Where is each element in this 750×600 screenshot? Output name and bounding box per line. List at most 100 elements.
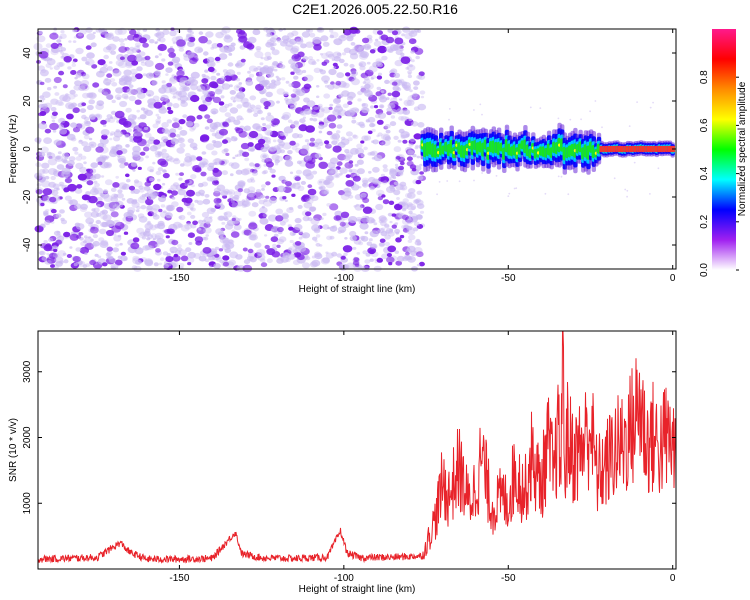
spectrogram-cell	[359, 65, 366, 71]
spectrogram-cell	[111, 146, 118, 151]
spectrogram-cell	[336, 52, 342, 56]
spectrogram-cell	[133, 179, 140, 184]
spectrogram-cell	[36, 35, 46, 43]
spectrogram-cell	[96, 196, 103, 202]
y-tick-label: 0	[22, 146, 33, 152]
signal-cell	[641, 145, 646, 153]
spectrogram-cell	[116, 192, 124, 199]
snr-x-axis-label: Height of straight line (km)	[299, 584, 416, 595]
spectrogram-cell	[161, 148, 167, 153]
spectrogram-cell	[75, 156, 83, 161]
spectrogram-cell	[75, 72, 82, 78]
spectrogram-cell	[413, 221, 420, 227]
spectrogram-cell	[177, 244, 182, 248]
spectrogram-cell	[222, 122, 230, 128]
spectrogram-cell	[79, 206, 88, 213]
spectrogram-cell	[74, 203, 82, 210]
spectrogram-cell	[329, 29, 334, 33]
spectrogram-cell	[380, 173, 385, 177]
spectrogram-cell	[154, 232, 164, 240]
spectrogram-cell	[265, 85, 271, 90]
spectrogram-cell	[189, 127, 196, 132]
spectrogram-cell	[309, 194, 315, 199]
spectrogram-cell	[384, 224, 390, 229]
spectrogram-cell	[301, 232, 311, 239]
spectrogram-cell	[348, 169, 353, 173]
spectrogram-cell	[626, 195, 628, 198]
spectrogram-cell	[157, 158, 167, 166]
spectrogram-cell	[136, 66, 143, 72]
spectrogram-cell	[133, 33, 140, 38]
spectrogram-cell	[266, 71, 275, 78]
spectrogram-cell	[77, 32, 83, 37]
spectrogram-cell	[50, 49, 59, 56]
spectrogram-cell	[296, 160, 302, 165]
spectrogram-cell	[359, 222, 369, 230]
spectrogram-cell	[407, 74, 413, 79]
spectrogram-cell	[50, 98, 59, 105]
spectrogram-cell	[111, 99, 116, 104]
spectrogram-cell	[376, 75, 383, 80]
spectrogram-cell	[187, 262, 192, 266]
spectrogram-cell	[50, 264, 55, 268]
spectrogram-cell	[51, 111, 58, 117]
spectrogram-cell	[76, 184, 83, 189]
spectrogram-cell	[405, 66, 410, 70]
spectrogram-cell	[157, 38, 161, 42]
spectrogram-cell	[265, 195, 270, 199]
spectrogram-cell	[126, 178, 131, 183]
spectrogram-cell	[405, 192, 412, 199]
spectrogram-cell	[202, 90, 209, 95]
spectrogram-cell	[259, 79, 269, 87]
spectrogram-cell	[179, 95, 189, 102]
spectrogram-cell	[62, 159, 68, 164]
spectrogram-cell	[203, 236, 209, 241]
spectrogram-cell	[221, 83, 231, 90]
spectrogram-cell	[216, 43, 223, 48]
spectrogram-cell	[179, 129, 188, 136]
spectrogram-cell	[178, 214, 186, 221]
spectrogram-cell	[415, 144, 419, 148]
spectrogram-cell	[56, 187, 60, 191]
spectrogram-cell	[125, 107, 132, 113]
spectrogram-cell	[86, 33, 96, 40]
spectrogram-cell	[274, 162, 279, 166]
spectrogram-cell	[417, 122, 425, 128]
spectrogram-cell	[332, 109, 341, 116]
signal-cell	[607, 145, 612, 153]
spectrogram-cell	[239, 149, 243, 153]
spectrogram-cell	[223, 148, 229, 153]
spectrogram-cell	[310, 111, 319, 118]
spectrogram-cell	[109, 207, 115, 212]
spectrogram-cell	[273, 233, 279, 238]
spectrogram-cell	[362, 250, 368, 255]
spectrogram-cell	[379, 238, 386, 243]
spectrogram-cell	[72, 40, 77, 43]
spectrogram-cell	[381, 253, 389, 260]
spectrogram-cell	[191, 184, 195, 188]
spectrogram-cell	[155, 248, 161, 253]
spectrogram-cell	[385, 46, 394, 52]
spectrogram-cell	[513, 187, 516, 190]
spectrogram-cell	[148, 245, 155, 250]
spectrogram-cell	[314, 253, 323, 260]
spectrogram-cell	[331, 251, 338, 257]
spectrogram-cell	[318, 186, 324, 190]
spectrogram-cell	[36, 183, 42, 187]
spectrogram-cell	[349, 26, 359, 34]
spectrogram-cell	[102, 124, 107, 127]
spectrogram-cell	[374, 114, 381, 119]
spectrogram-cell	[360, 235, 369, 242]
spectrogram-cell	[240, 168, 250, 176]
spectrogram-cell	[219, 160, 225, 165]
spectrogram-cell	[276, 100, 280, 104]
spectrogram-cell	[103, 91, 108, 95]
spectrogram-cell	[331, 58, 335, 61]
spectrogram-cell	[180, 163, 185, 167]
spectrogram-cell	[251, 202, 259, 208]
spectrogram-cell	[90, 175, 95, 179]
spectrogram-cell	[329, 157, 339, 165]
spectrogram-cell	[74, 188, 83, 194]
spectrogram-cell	[249, 162, 255, 167]
spectrogram-x-ticks: -150 -100 -50 0	[169, 29, 676, 284]
